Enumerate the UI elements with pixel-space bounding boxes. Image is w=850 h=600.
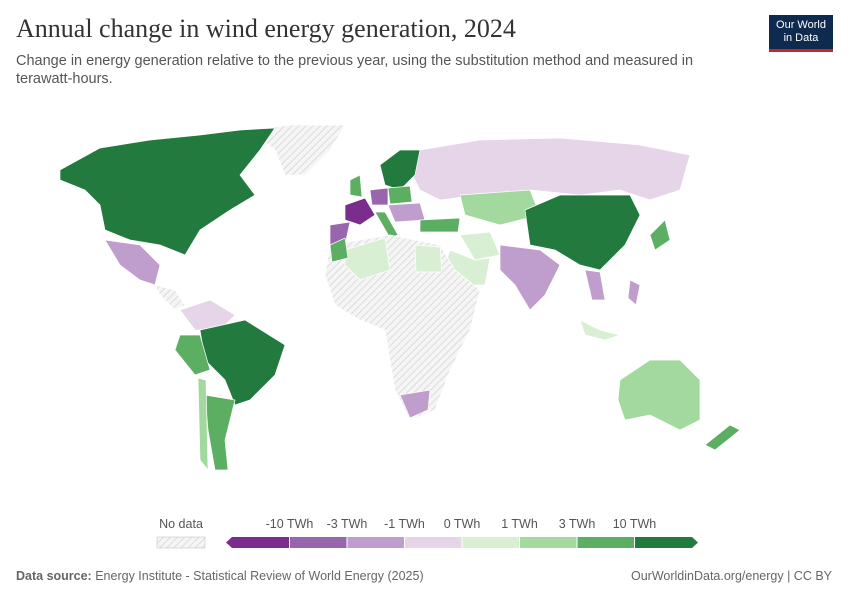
- country[interactable]: [369, 187, 389, 206]
- country[interactable]: [344, 237, 391, 281]
- country[interactable]: [704, 424, 741, 451]
- country[interactable]: [524, 194, 641, 271]
- legend-label: 10 TWh: [613, 517, 657, 531]
- country[interactable]: [617, 359, 701, 431]
- country[interactable]: [649, 219, 671, 251]
- country[interactable]: [399, 389, 431, 419]
- footer-link[interactable]: OurWorldinData.org/energy | CC BY: [630, 569, 832, 583]
- country[interactable]: [579, 319, 622, 341]
- country[interactable]: [409, 137, 691, 201]
- legend-bin: [634, 537, 698, 548]
- legend-label: 1 TWh: [501, 517, 538, 531]
- country[interactable]: [154, 284, 186, 311]
- country[interactable]: [459, 231, 501, 261]
- country[interactable]: [104, 239, 161, 286]
- country[interactable]: [324, 234, 481, 421]
- country[interactable]: [199, 319, 286, 406]
- country[interactable]: [414, 244, 443, 273]
- country[interactable]: [204, 394, 236, 471]
- country[interactable]: [249, 124, 346, 176]
- no-data-label: No data: [159, 517, 203, 531]
- legend-label: -1 TWh: [384, 517, 425, 531]
- source-label: Data source:: [16, 569, 92, 583]
- legend-bin: [347, 537, 405, 548]
- no-data-swatch: [156, 536, 206, 549]
- logo-line: in Data: [783, 32, 819, 44]
- country[interactable]: [379, 149, 421, 191]
- country[interactable]: [59, 127, 276, 256]
- country[interactable]: [387, 202, 426, 223]
- subtitle: Change in energy generation relative to …: [16, 53, 694, 87]
- legend-label: 3 TWh: [559, 517, 596, 531]
- legend-bin: [289, 537, 347, 548]
- country[interactable]: [374, 211, 399, 239]
- country[interactable]: [387, 185, 413, 205]
- source-text: Energy Institute - Statistical Review of…: [95, 569, 424, 583]
- country[interactable]: [197, 377, 209, 472]
- source: Data source: Energy Institute - Statisti…: [16, 569, 424, 583]
- country[interactable]: [499, 244, 561, 311]
- country[interactable]: [349, 174, 363, 198]
- country[interactable]: [584, 269, 606, 301]
- country[interactable]: [627, 279, 641, 306]
- legend-bin: [462, 537, 520, 548]
- legend-bin: [226, 537, 290, 548]
- country[interactable]: [459, 189, 541, 226]
- legend-bin: [519, 537, 577, 548]
- logo[interactable]: Our World in Data: [769, 15, 833, 52]
- country[interactable]: [329, 237, 349, 263]
- legend-label: -10 TWh: [266, 517, 314, 531]
- legend-label: -3 TWh: [327, 517, 368, 531]
- country[interactable]: [419, 217, 461, 233]
- legend-bin: [577, 537, 635, 548]
- title: Annual change in wind energy generation,…: [16, 14, 516, 43]
- country[interactable]: [174, 334, 211, 376]
- legend-label: 0 TWh: [444, 517, 481, 531]
- logo-line: Our World: [776, 19, 826, 31]
- legend-bin: [404, 537, 462, 548]
- country[interactable]: [179, 299, 236, 331]
- country[interactable]: [344, 197, 376, 226]
- countries: [59, 124, 741, 472]
